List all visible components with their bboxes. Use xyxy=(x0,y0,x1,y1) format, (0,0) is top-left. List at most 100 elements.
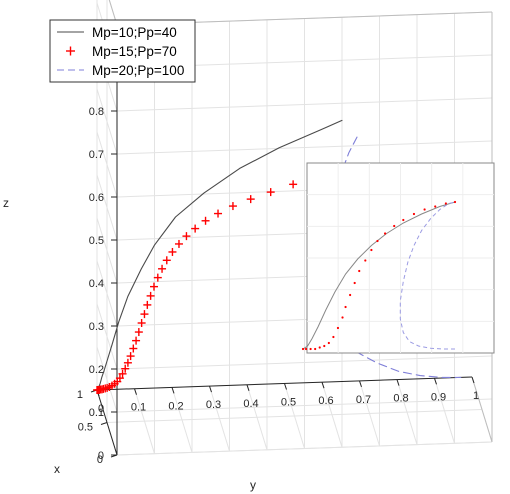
y-tick-label: 0.9 xyxy=(431,391,446,403)
inset-data-point xyxy=(370,248,373,252)
z-tick-label: 0 xyxy=(98,450,104,462)
z-tick-label: 0.7 xyxy=(89,149,104,161)
inset-data-point xyxy=(327,341,330,345)
inset-data-point xyxy=(434,205,437,208)
z-tick-label: 0.3 xyxy=(89,321,104,333)
data-point-plus xyxy=(246,195,255,204)
y-tick-label: 0.6 xyxy=(318,395,333,407)
data-point-plus xyxy=(168,247,177,256)
z-tick-label: 0.1 xyxy=(89,407,104,419)
inset-data-point xyxy=(402,218,405,222)
inset-data-point xyxy=(318,346,321,349)
y-tick-label: 0.8 xyxy=(393,393,408,405)
y-tick xyxy=(134,388,137,395)
y-tick-label: 0.3 xyxy=(206,399,221,411)
inset-data-point xyxy=(323,344,326,348)
y-tick xyxy=(246,384,250,391)
legend: Mp=10;Pp=40 Mp=15;Pp=70 Mp=20;Pp=100 xyxy=(49,19,196,83)
y-tick-label: 0.5 xyxy=(281,397,296,409)
data-point-plus xyxy=(149,282,158,291)
data-point-plus xyxy=(191,224,200,233)
data-point-plus xyxy=(158,264,167,273)
y-tick-label: 0.4 xyxy=(243,398,258,410)
y-tick-label: 0 xyxy=(98,403,104,415)
data-point-plus xyxy=(201,216,210,225)
box-edge xyxy=(471,376,493,443)
data-point-plus xyxy=(153,273,162,282)
inset-data-point xyxy=(353,281,356,285)
y-tick-label: 0.7 xyxy=(356,394,371,406)
inset-data-point xyxy=(314,347,317,351)
legend-label-series-2: Mp=15;Pp=70 xyxy=(92,44,177,59)
data-point-plus xyxy=(162,256,171,265)
x-axis-label: x xyxy=(54,462,60,476)
data-point-plus xyxy=(214,209,223,218)
legend-label-series-3: Mp=20;Pp=100 xyxy=(92,63,184,78)
data-point-plus xyxy=(174,239,183,248)
y-tick xyxy=(434,378,437,385)
x-tick-label: 0.5 xyxy=(78,422,93,434)
inset-data-point xyxy=(332,335,335,339)
inset-data-point xyxy=(412,212,416,216)
inset-data-point xyxy=(358,269,361,273)
data-point-plus xyxy=(289,180,298,189)
x-tick-label: 1 xyxy=(77,389,83,401)
y-tick xyxy=(209,385,212,393)
data-point-plus xyxy=(126,352,135,361)
legend-swatch-red-plus xyxy=(66,46,75,56)
y-tick-label: 0.1 xyxy=(131,402,146,414)
y-axis-label: y xyxy=(250,478,256,492)
y-tick xyxy=(396,379,400,386)
legend-label-series-1: Mp=10;Pp=40 xyxy=(92,25,177,40)
data-point-plus xyxy=(134,328,143,337)
y-tick xyxy=(284,383,287,390)
data-point-plus xyxy=(228,202,237,211)
y-tick xyxy=(471,376,475,384)
inset-data-point xyxy=(336,326,340,330)
inset-panel xyxy=(301,162,495,354)
y-tick xyxy=(171,387,175,394)
data-point-plus xyxy=(132,336,141,345)
z-axis-label: z xyxy=(3,196,9,210)
gridline xyxy=(116,441,493,456)
x-tick-label: 0 xyxy=(97,454,103,466)
z-tick-label: 0.2 xyxy=(89,364,104,376)
inset-data-point xyxy=(349,293,352,297)
inset-data-point xyxy=(444,202,447,205)
z-tick-label: 0.5 xyxy=(89,235,104,247)
y-tick xyxy=(321,382,325,389)
inset-data-point xyxy=(383,232,387,235)
inset-data-point xyxy=(453,200,457,204)
inset-data-point xyxy=(393,224,396,228)
inset-data-point xyxy=(304,347,308,351)
inset-data-point xyxy=(376,239,379,243)
data-point-plus xyxy=(129,344,138,353)
data-point-plus xyxy=(121,364,130,373)
y-tick-label: 0.2 xyxy=(168,400,183,412)
inset-series-line-1 xyxy=(302,201,456,350)
inset-data-point xyxy=(364,259,367,262)
data-point-plus xyxy=(266,188,275,197)
z-tick-label: 0.6 xyxy=(89,192,104,204)
z-tick-label: 0.8 xyxy=(89,106,104,118)
data-point-plus xyxy=(115,374,124,383)
data-point-plus xyxy=(140,310,149,319)
y-tick-label: 1 xyxy=(473,390,479,402)
inset-data-point xyxy=(301,347,305,351)
inset-data-point xyxy=(309,347,312,351)
data-point-plus xyxy=(118,369,127,378)
data-point-plus xyxy=(137,319,146,328)
inset-series-line-3 xyxy=(399,201,456,350)
series-line-1 xyxy=(96,119,343,391)
gridline xyxy=(106,409,483,423)
inset-data-point xyxy=(423,208,426,211)
box-edge xyxy=(108,0,118,26)
tick-labels: 0 0.1 0.2 0.3 0.4 0.5 0.6 0.7 0.8 0.9 100.5100.10.… xyxy=(77,20,479,466)
data-point-plus xyxy=(182,232,191,241)
x-tick xyxy=(100,422,108,425)
data-point-plus xyxy=(146,291,155,300)
inset-data-point xyxy=(341,316,344,319)
inset-data-point xyxy=(344,305,347,309)
z-tick-label: 0.4 xyxy=(89,278,104,290)
